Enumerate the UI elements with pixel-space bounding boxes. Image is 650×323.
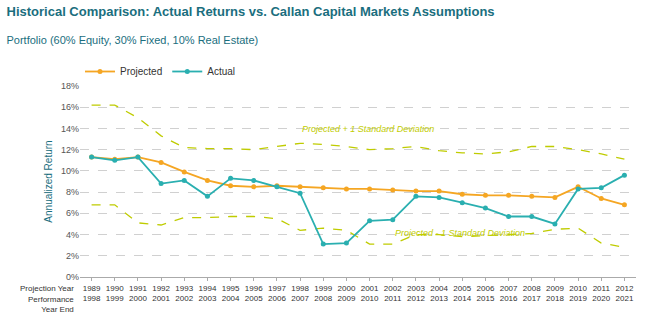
svg-text:19982007: 19982007 [291, 284, 309, 303]
svg-text:19922001: 19922001 [152, 284, 170, 303]
svg-text:19942003: 19942003 [199, 284, 217, 303]
svg-text:19952004: 19952004 [222, 284, 240, 303]
svg-text:4%: 4% [66, 230, 79, 240]
svg-text:20122021: 20122021 [616, 284, 634, 303]
svg-text:Projected - 1 Standard Deviati: Projected - 1 Standard Deviation [395, 228, 525, 238]
svg-text:20112020: 20112020 [592, 284, 610, 303]
svg-text:6%: 6% [66, 208, 79, 218]
svg-text:14%: 14% [61, 124, 79, 134]
svg-text:19891998: 19891998 [83, 284, 101, 303]
svg-text:16%: 16% [61, 102, 79, 112]
svg-text:Annualized Return: Annualized Return [43, 140, 54, 222]
svg-text:0%: 0% [66, 272, 79, 282]
svg-text:20012010: 20012010 [361, 284, 379, 303]
svg-text:19912000: 19912000 [129, 284, 147, 303]
svg-text:19901999: 19901999 [106, 284, 124, 303]
svg-text:Portfolio (60% Equity, 30% Fix: Portfolio (60% Equity, 30% Fixed, 10% Re… [7, 34, 259, 46]
svg-text:8%: 8% [66, 187, 79, 197]
svg-text:10%: 10% [61, 166, 79, 176]
svg-text:20092018: 20092018 [546, 284, 564, 303]
svg-text:20032012: 20032012 [407, 284, 425, 303]
svg-text:20102019: 20102019 [569, 284, 587, 303]
svg-text:20022011: 20022011 [384, 284, 402, 303]
svg-text:18%: 18% [61, 81, 79, 91]
svg-text:19962005: 19962005 [245, 284, 263, 303]
svg-text:Projection Year: Projection Year [20, 284, 74, 293]
svg-text:20072016: 20072016 [500, 284, 518, 303]
svg-text:Historical Comparison: Actual: Historical Comparison: Actual Returns vs… [7, 4, 495, 19]
svg-text:20082017: 20082017 [523, 284, 541, 303]
svg-text:20002009: 20002009 [338, 284, 356, 303]
svg-text:Projected: Projected [120, 66, 162, 77]
svg-text:20062015: 20062015 [477, 284, 495, 303]
svg-text:19932002: 19932002 [175, 284, 193, 303]
svg-text:19992008: 19992008 [314, 284, 332, 303]
svg-text:Projected + 1 Standard Deviati: Projected + 1 Standard Deviation [302, 124, 434, 134]
svg-text:PerformanceYear End: PerformanceYear End [28, 295, 74, 314]
svg-text:Actual: Actual [207, 66, 235, 77]
svg-text:20042013: 20042013 [430, 284, 448, 303]
svg-text:19972006: 19972006 [268, 284, 286, 303]
svg-text:12%: 12% [61, 145, 79, 155]
svg-text:2%: 2% [66, 251, 79, 261]
svg-text:20052014: 20052014 [453, 284, 471, 303]
